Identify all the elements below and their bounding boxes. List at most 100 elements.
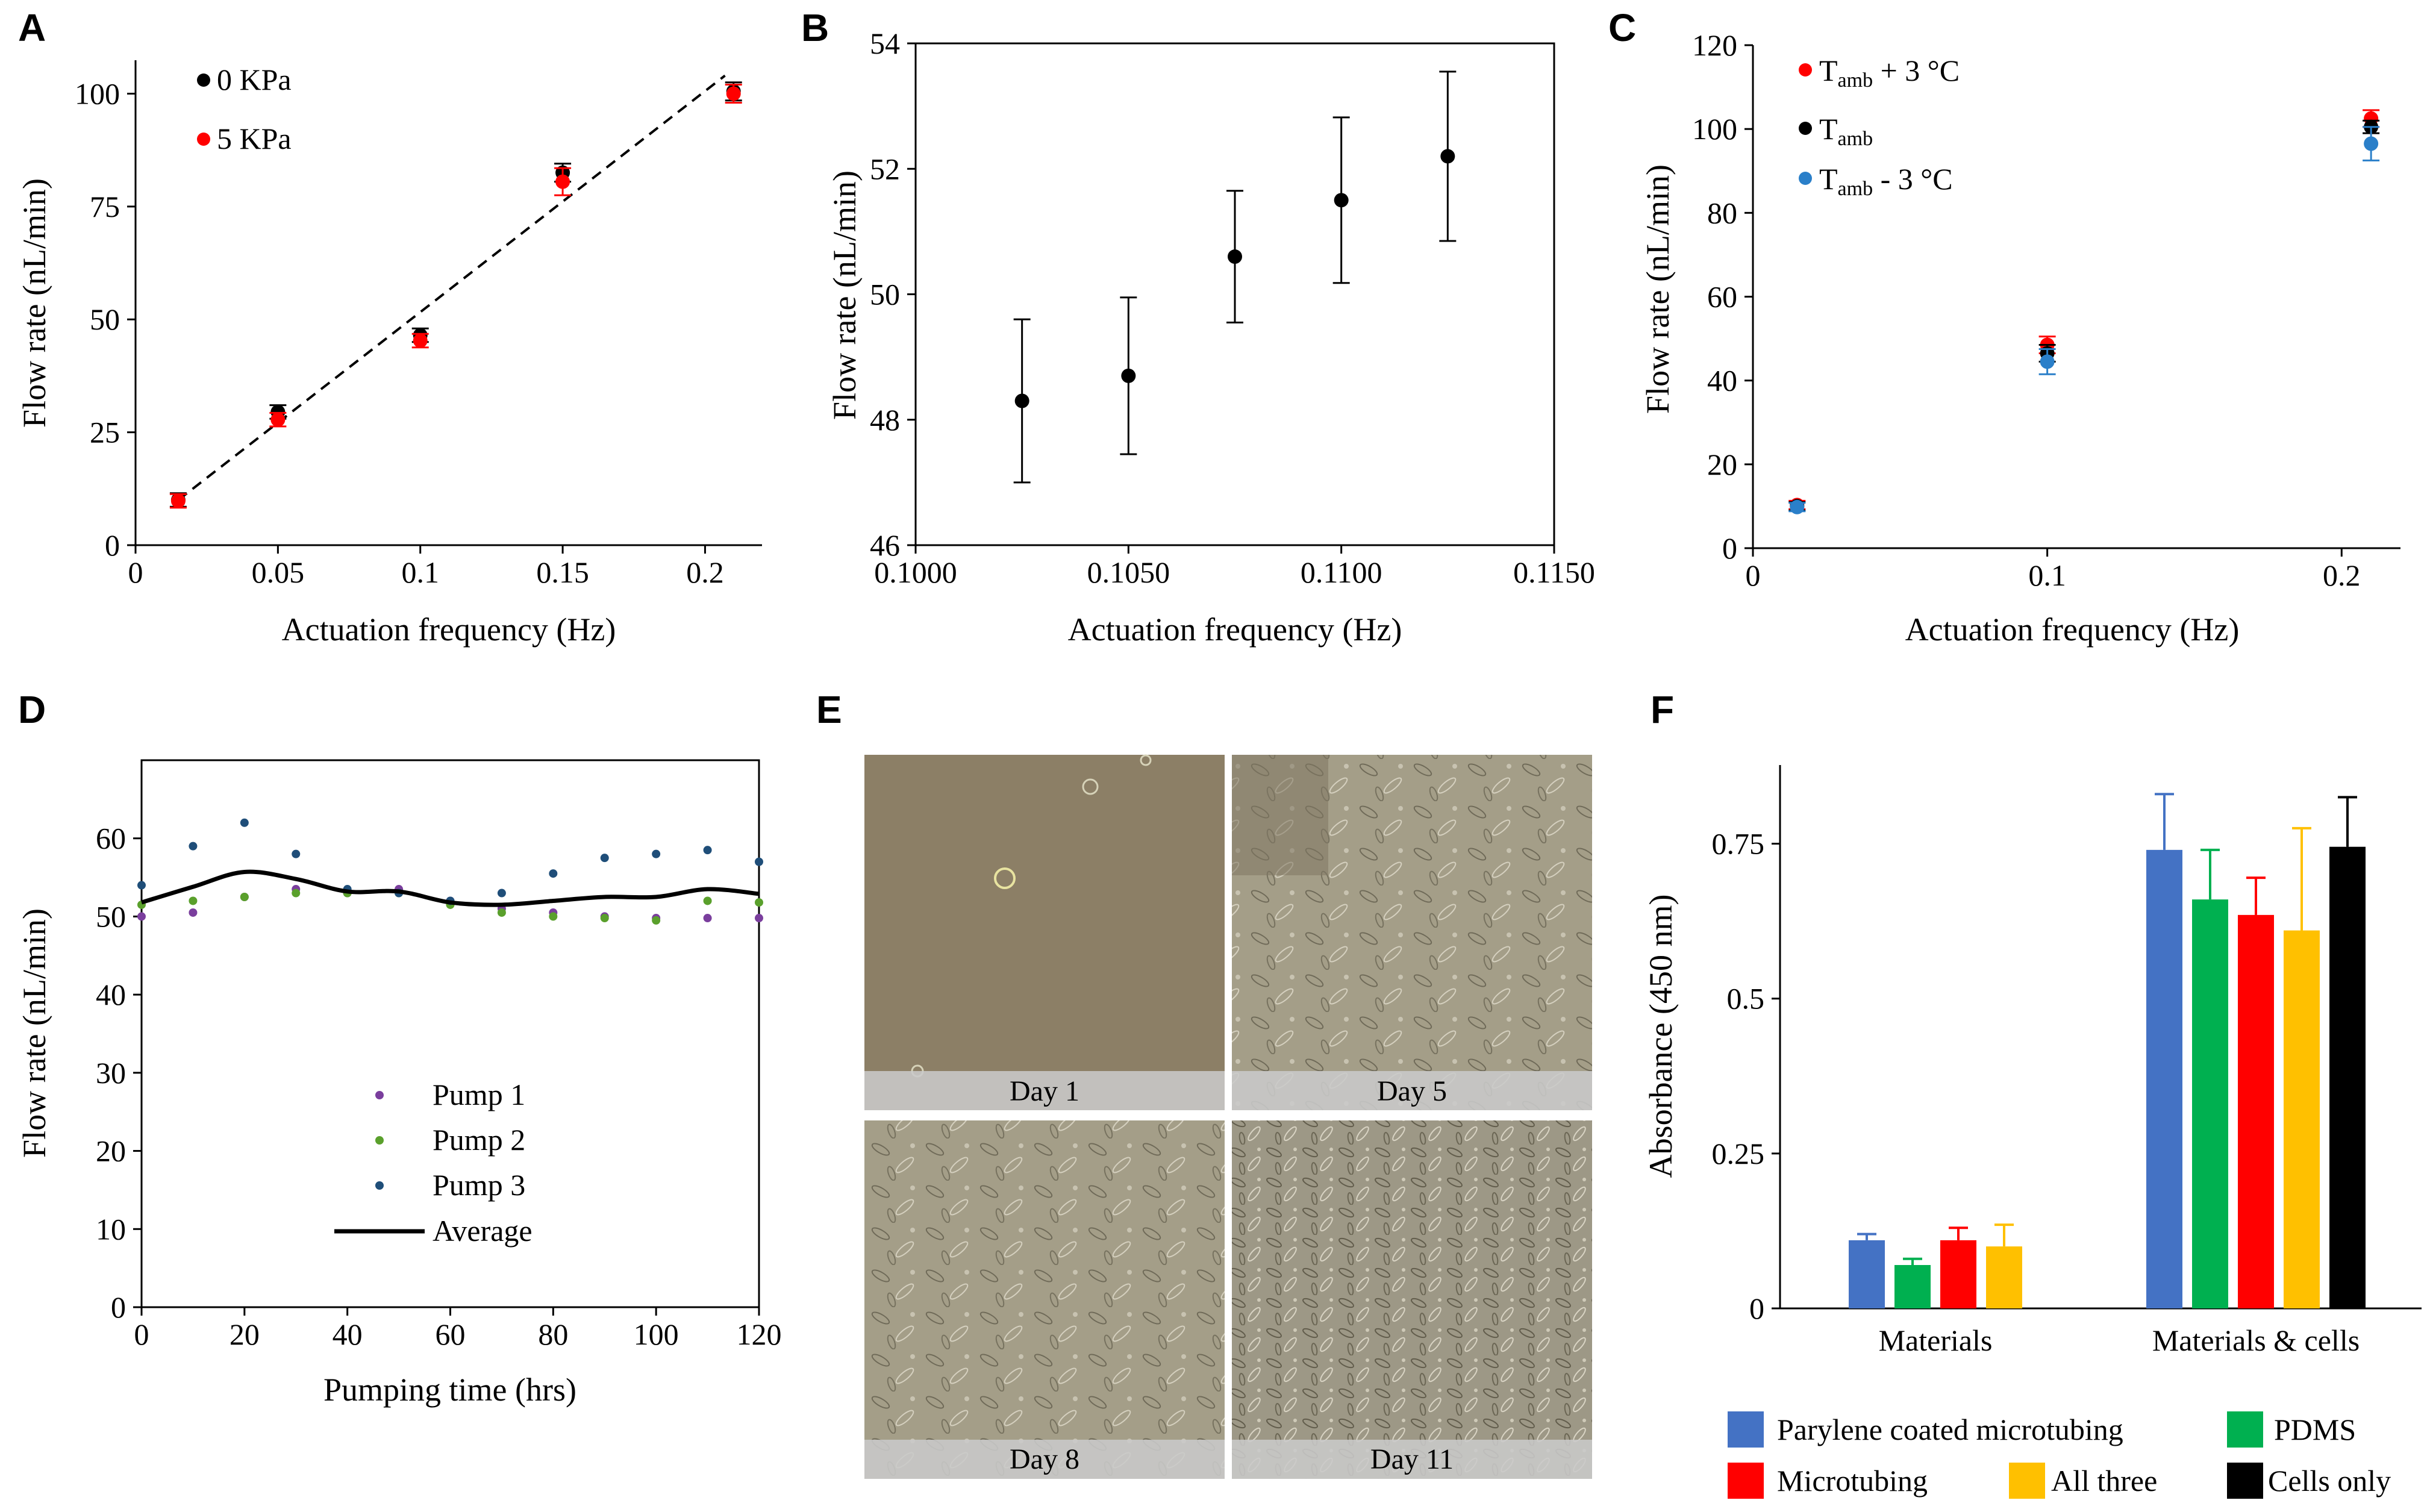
- legend-label-0kpa: 0 KPa: [217, 63, 292, 96]
- D-xtick-label-5: 100: [634, 1317, 679, 1351]
- D-xtick-label-2: 40: [333, 1317, 363, 1351]
- D-xtick-label-6: 120: [737, 1317, 782, 1351]
- D-point-pump-2-7: [497, 908, 506, 917]
- legend-label-tamb-minus3-suffix: - 3 °C: [1873, 162, 1953, 196]
- D-xtick-label-3: 60: [436, 1317, 466, 1351]
- panel-b: B 0.1000 0.1050 0.1100 0.1150 46 48 50 52 54 Act…: [801, 6, 1595, 648]
- D-point-pump-2-8: [549, 912, 558, 921]
- legend-marker-pump3: [375, 1181, 384, 1190]
- legend-label-tamb-plus3-main: T: [1819, 54, 1838, 87]
- legend-marker-pump1: [375, 1091, 384, 1099]
- D-point-pump-2-3: [292, 889, 301, 898]
- D-ytick-label-1: 10: [96, 1212, 126, 1246]
- B-xtick-label-2: 0.1100: [1301, 555, 1382, 589]
- D-point-pump-3-1: [189, 842, 198, 851]
- panel-f: F 0 0.25 0.5 0.75 Materials Materials & cell…: [1643, 688, 2422, 1499]
- B-point-s0-4: [1440, 149, 1455, 164]
- legend-f: Parylene coated microtubing PDMS Microtu…: [1728, 1411, 2391, 1499]
- legend-label-pump1: Pump 1: [433, 1078, 525, 1111]
- legend-label-cells-only: Cells only: [2268, 1464, 2391, 1498]
- legend-marker-tamb-plus3: [1799, 63, 1812, 77]
- F-ytick-label-3: 0.75: [1712, 827, 1765, 861]
- D-ytick-label-4: 40: [96, 978, 126, 1011]
- legend-swatch-parylene: [1728, 1411, 1764, 1448]
- C-point-s2-1: [2040, 354, 2055, 369]
- A-ytick-label-2: 50: [90, 302, 120, 336]
- A-point-s1-2: [413, 333, 428, 348]
- D-ytick-label-2: 20: [96, 1134, 126, 1168]
- panel-label-e: E: [816, 688, 842, 731]
- legend-marker-0kpa: [197, 73, 210, 87]
- panel-c: C 0 0.1 0.2 0 20 40 60 80 100 120 Tamb + 3 °C Tam…: [1608, 6, 2400, 648]
- D-point-pump-2-11: [703, 896, 712, 905]
- F-bar-1-0: [2146, 849, 2182, 1308]
- legend-label-tamb-minus3-main: T: [1819, 162, 1838, 196]
- C-ytick-label-6: 120: [1692, 28, 1737, 62]
- D-point-pump-3-9: [600, 854, 609, 863]
- micrograph-day-1: Day 1: [864, 754, 1225, 1110]
- D-point-pump-1-0: [137, 912, 146, 921]
- micrograph-day-5: Day 5: [1232, 755, 1592, 1110]
- legend-label-pump2: Pump 2: [433, 1123, 525, 1157]
- photo-label-day-8: Day 8: [1010, 1443, 1079, 1475]
- panel-e: E Day 1 Day 5 Day 8 Day 11: [816, 688, 1592, 1479]
- D-point-pump-2-2: [240, 893, 249, 901]
- legend-d: Pump 1 Pump 2 Pump 3 Average: [334, 1078, 533, 1248]
- F-ytick-label-2: 0.5: [1727, 982, 1765, 1016]
- C-xtick-label-2: 0.2: [2323, 558, 2361, 592]
- legend-label-parylene: Parylene coated microtubing: [1777, 1413, 2123, 1446]
- D-point-pump-2-9: [600, 914, 609, 923]
- legend-swatch-all-three: [2009, 1463, 2045, 1499]
- C-point-s2-2: [2364, 136, 2379, 151]
- B-point-s0-1: [1121, 368, 1136, 383]
- panel-label-d: D: [18, 688, 46, 731]
- C-ytick-label-5: 100: [1692, 112, 1737, 146]
- D-xtick-label-0: 0: [134, 1317, 149, 1351]
- A-point-s1-0: [170, 493, 186, 508]
- B-xtick-label-1: 0.1050: [1087, 555, 1170, 589]
- y-axis-title-f: Absorbance (450 nm): [1643, 895, 1679, 1178]
- x-axis-title-a: Actuation frequency (Hz): [282, 611, 616, 648]
- legend-label-tamb-main: T: [1819, 112, 1838, 146]
- y-axis-title-c: Flow rate (nL/min): [1640, 164, 1676, 414]
- legend-swatch-cells-only: [2227, 1463, 2263, 1499]
- legend-label-all-three: All three: [2051, 1464, 2157, 1498]
- B-ytick-label-0: 46: [870, 528, 900, 562]
- legend-label-pdms: PDMS: [2274, 1413, 2356, 1446]
- D-point-pump-3-11: [703, 846, 712, 855]
- F-bar-1-3: [2284, 930, 2320, 1308]
- F-bar-1-2: [2238, 914, 2274, 1308]
- y-axis-title-d: Flow rate (nL/min): [16, 908, 52, 1158]
- D-point-pump-3-8: [549, 869, 558, 878]
- legend-swatch-pdms: [2227, 1411, 2263, 1448]
- A-ytick-label-0: 0: [105, 528, 120, 562]
- legend-label-tamb-plus3-suffix: + 3 °C: [1873, 54, 1960, 87]
- B-ytick-label-2: 50: [870, 278, 900, 311]
- F-ytick-label-0: 0: [1749, 1292, 1764, 1325]
- D-point-pump-3-3: [292, 849, 301, 858]
- D-ytick-label-5: 50: [96, 899, 126, 933]
- x-axis-title-c: Actuation frequency (Hz): [1905, 611, 2240, 648]
- F-bar-0-3: [1986, 1246, 2022, 1308]
- D-point-pump-1-1: [189, 908, 198, 917]
- D-point-pump-3-7: [497, 889, 506, 898]
- C-xtick-label-0: 0: [1746, 558, 1761, 592]
- panel-label-f: F: [1651, 688, 1674, 731]
- F-bar-0-2: [1940, 1240, 1976, 1308]
- D-point-pump-3-12: [755, 857, 763, 866]
- B-point-s0-2: [1228, 249, 1242, 264]
- legend-marker-pump2: [375, 1136, 384, 1145]
- A-ytick-label-4: 100: [75, 77, 120, 110]
- F-category-label-0: Materials: [1879, 1323, 1993, 1357]
- B-ytick-label-1: 48: [870, 403, 900, 437]
- F-bar-1-4: [2329, 846, 2366, 1308]
- A-ytick-label-3: 75: [90, 190, 120, 223]
- B-point-s0-3: [1334, 193, 1349, 208]
- C-ytick-label-4: 80: [1707, 196, 1737, 230]
- D-point-pump-2-1: [189, 896, 198, 905]
- legend-label-average: Average: [433, 1214, 533, 1248]
- D-xtick-label-1: 20: [230, 1317, 260, 1351]
- A-xtick-label-3: 0.15: [536, 555, 589, 589]
- legend-label-tamb-sub: amb: [1838, 128, 1873, 150]
